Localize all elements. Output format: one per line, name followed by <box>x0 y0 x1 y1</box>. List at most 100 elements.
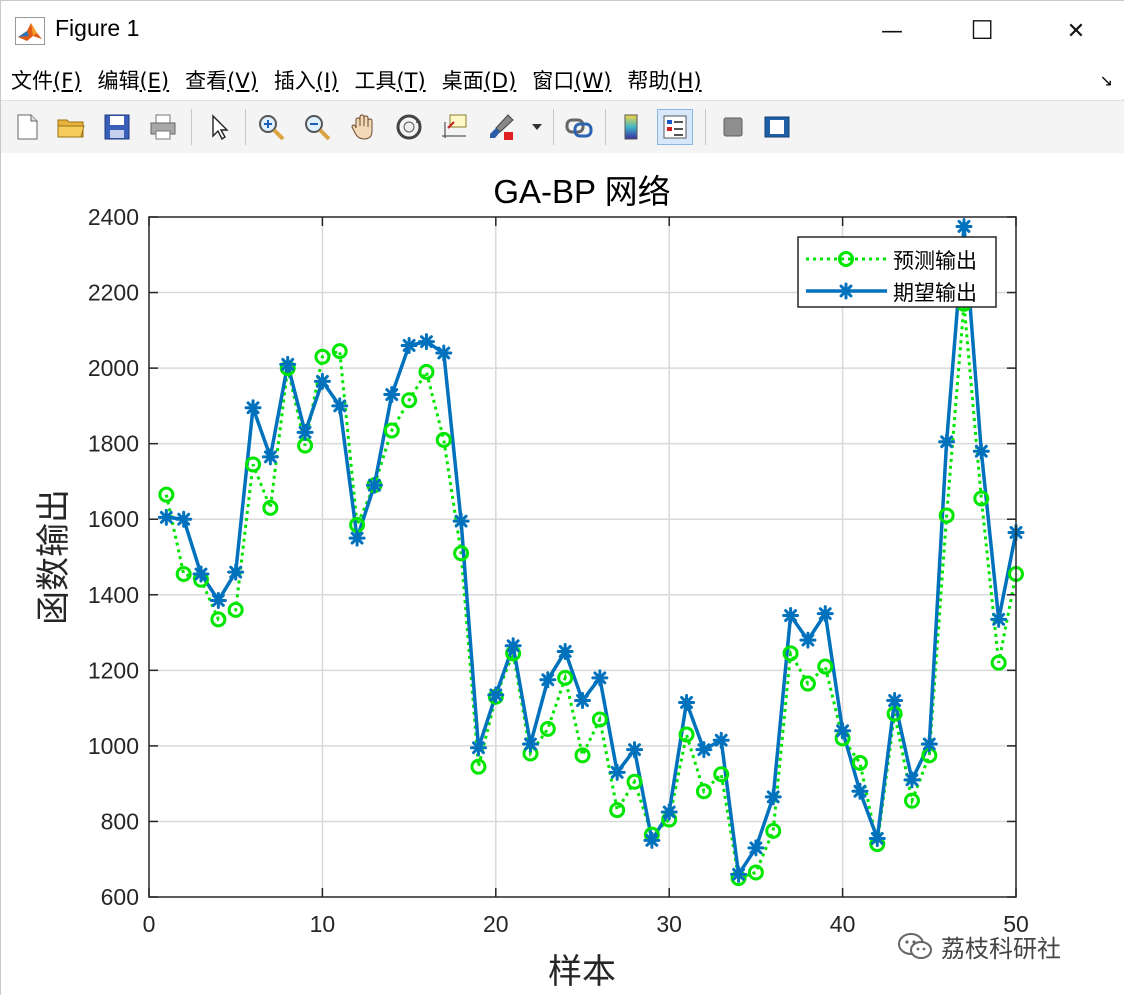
title-bar[interactable]: Figure 1 — ☐ ✕ <box>1 1 1124 61</box>
y-tick-label: 600 <box>101 884 139 910</box>
menu-view[interactable]: 查看(V) <box>185 69 258 93</box>
y-tick-label: 1600 <box>88 506 139 532</box>
x-axis-label: 样本 <box>548 953 616 991</box>
menu-window[interactable]: 窗口(W) <box>532 69 612 93</box>
point-expected <box>227 563 245 581</box>
legend[interactable]: 预测输出 期望输出 <box>797 236 997 308</box>
point-predicted <box>973 490 990 507</box>
matlab-logo-icon <box>15 17 45 45</box>
point-predicted <box>903 792 920 809</box>
point-predicted <box>262 499 279 516</box>
toolbar-separator <box>191 109 192 145</box>
data-series <box>157 217 1025 887</box>
y-tick-label: 1400 <box>88 582 139 608</box>
point-predicted <box>695 783 712 800</box>
wechat-icon <box>898 932 932 959</box>
y-tick-label: 1000 <box>88 733 139 759</box>
point-predicted <box>851 754 868 771</box>
menu-desktop[interactable]: 桌面(D) <box>441 69 517 93</box>
save-icon[interactable] <box>99 109 135 145</box>
y-tick-label: 2000 <box>88 355 139 381</box>
menu-help[interactable]: 帮助(H) <box>627 69 702 93</box>
point-expected <box>521 735 539 753</box>
point-expected <box>313 372 331 390</box>
maximize-icon: ☐ <box>970 16 994 46</box>
point-expected <box>764 788 782 806</box>
point-predicted <box>591 711 608 728</box>
watermark-text: 荔枝科研社 <box>941 935 1061 963</box>
point-predicted <box>210 611 227 628</box>
point-expected <box>678 693 696 711</box>
point-expected <box>851 782 869 800</box>
figure-toolbar <box>1 100 1124 154</box>
point-predicted <box>435 431 452 448</box>
brush-dropdown-icon[interactable] <box>527 109 547 145</box>
point-expected <box>938 433 956 451</box>
open-folder-icon[interactable] <box>53 109 89 145</box>
maximize-button[interactable]: ☐ <box>959 11 1005 51</box>
point-predicted <box>245 456 262 473</box>
pan-hand-icon[interactable] <box>345 109 381 145</box>
zoom-out-icon[interactable] <box>299 109 335 145</box>
print-icon[interactable] <box>145 109 181 145</box>
point-predicted <box>314 348 331 365</box>
menu-insert[interactable]: 插入(I) <box>273 69 339 93</box>
colorbar-icon[interactable] <box>613 109 649 145</box>
point-expected <box>504 637 522 655</box>
point-predicted <box>747 864 764 881</box>
chart-title: GA-BP 网络 <box>493 173 670 210</box>
new-file-icon[interactable] <box>9 109 45 145</box>
x-tick-label: 40 <box>830 911 856 937</box>
point-predicted <box>470 758 487 775</box>
point-expected <box>695 741 713 759</box>
point-expected <box>244 399 262 417</box>
point-predicted <box>817 658 834 675</box>
menu-tools[interactable]: 工具(T) <box>354 69 426 93</box>
x-tick-label: 50 <box>1003 911 1029 937</box>
point-expected <box>920 735 938 753</box>
zoom-in-icon[interactable] <box>253 109 289 145</box>
point-predicted <box>765 822 782 839</box>
point-expected <box>383 386 401 404</box>
minimize-button[interactable]: — <box>869 11 915 51</box>
point-expected <box>955 217 973 235</box>
hide-plot-tools-icon[interactable] <box>715 109 751 145</box>
point-expected <box>157 508 175 526</box>
point-predicted <box>383 422 400 439</box>
point-predicted <box>331 343 348 360</box>
point-expected <box>348 529 366 547</box>
point-expected <box>730 865 748 883</box>
point-expected <box>417 333 435 351</box>
data-cursor-icon[interactable] <box>437 109 473 145</box>
brush-icon[interactable] <box>483 109 519 145</box>
point-predicted <box>227 601 244 618</box>
chart: 0 10 20 30 40 50 600 800 1000 1200 1400 1600 1800 200… <box>35 173 1029 991</box>
point-predicted <box>713 766 730 783</box>
point-predicted <box>557 669 574 686</box>
legend-icon[interactable] <box>657 109 693 145</box>
point-expected <box>816 605 834 623</box>
point-predicted <box>453 545 470 562</box>
point-predicted <box>158 486 175 503</box>
point-predicted <box>626 773 643 790</box>
show-plot-tools-icon[interactable] <box>759 109 795 145</box>
link-plot-icon[interactable] <box>561 109 597 145</box>
point-expected <box>279 355 297 373</box>
menu-file[interactable]: 文件(F) <box>11 69 82 93</box>
dock-figure-icon[interactable]: ↘ <box>1099 71 1113 90</box>
point-expected <box>990 610 1008 628</box>
close-button[interactable]: ✕ <box>1053 11 1099 51</box>
figure-canvas: 0 10 20 30 40 50 600 800 1000 1200 1400 1600 1800 200… <box>1 153 1124 996</box>
pointer-icon[interactable] <box>201 109 237 145</box>
watermark: 荔枝科研社 <box>897 929 1061 964</box>
x-tick-label: 20 <box>483 911 509 937</box>
series-line-expected <box>166 224 1018 877</box>
point-predicted <box>609 802 626 819</box>
menu-edit[interactable]: 编辑(E) <box>97 69 170 93</box>
rotate-3d-icon[interactable] <box>391 109 427 145</box>
menu-bar: 文件(F) 编辑(E) 查看(V) 插入(I) 工具(T) 桌面(D) 窗口(W… <box>1 61 1124 99</box>
point-expected <box>903 771 921 789</box>
toolbar-separator <box>553 109 554 145</box>
point-expected <box>261 448 279 466</box>
point-expected <box>712 731 730 749</box>
